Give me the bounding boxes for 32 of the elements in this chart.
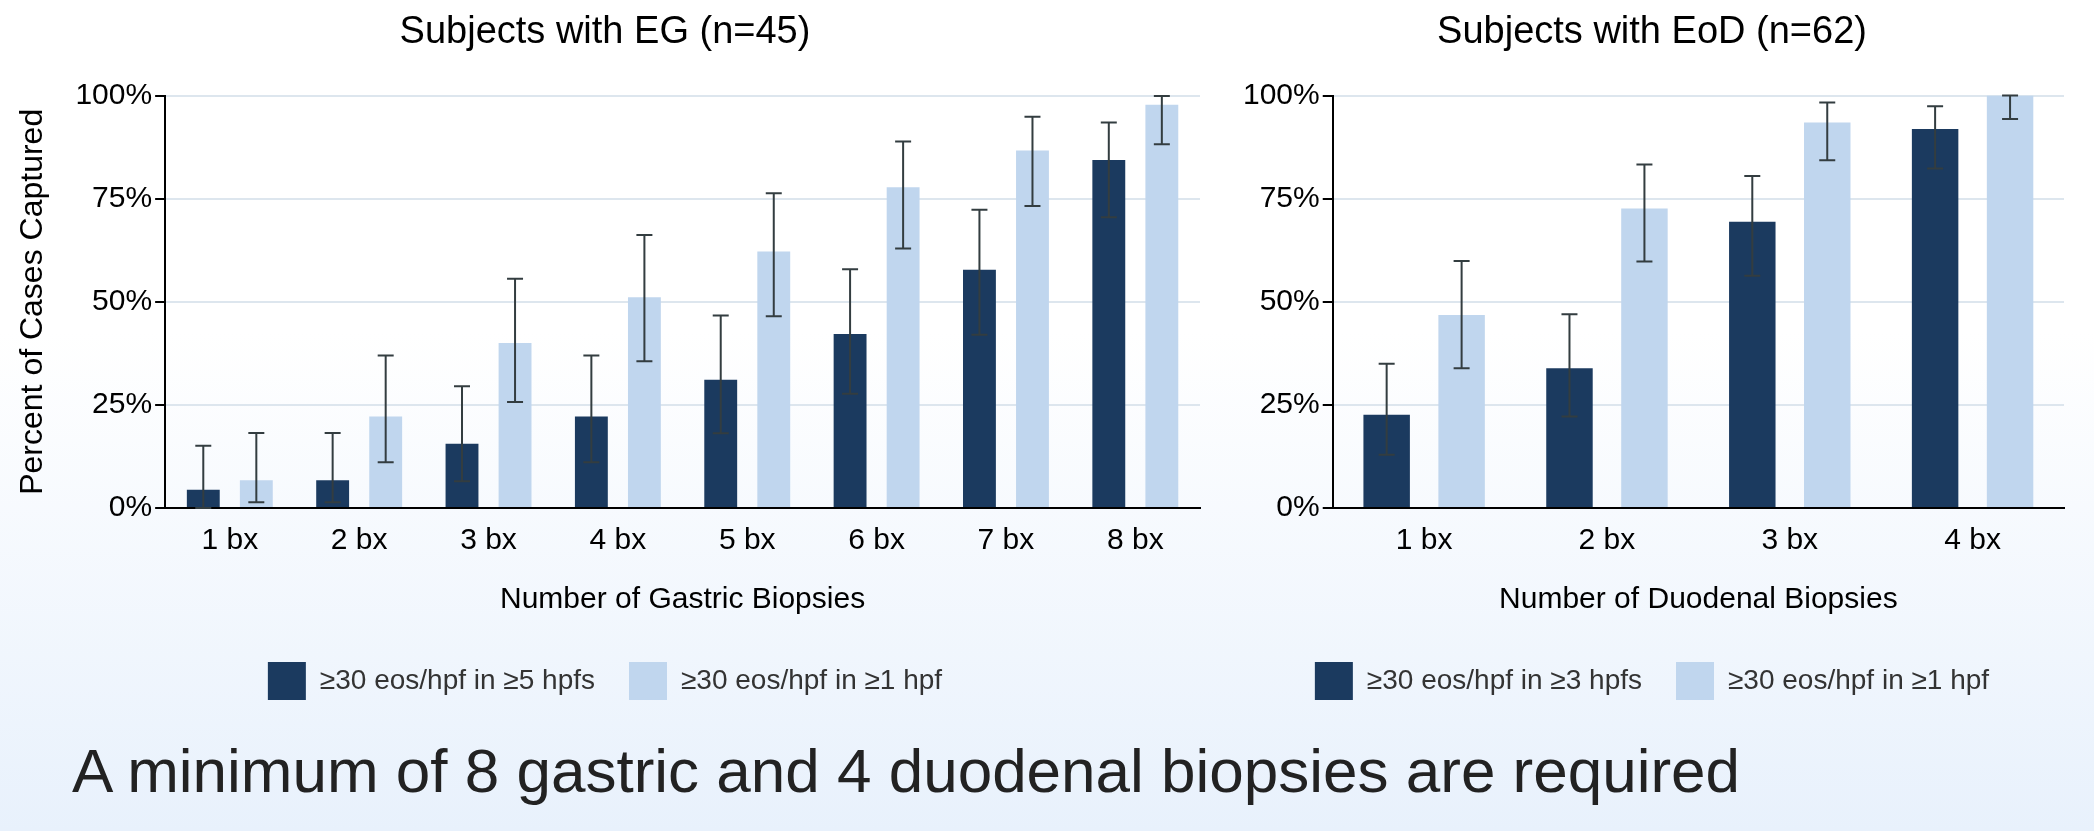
chart-title: Subjects with EoD (n=62) (1437, 9, 1867, 52)
x-tick-label: 8 bx (1106, 522, 1164, 556)
x-tick-label: 4 bx (589, 522, 647, 556)
x-tick-label: 1 bx (201, 522, 259, 556)
y-tick-label: 0% (1276, 489, 1320, 523)
y-tick-label: 100% (1242, 76, 1320, 110)
y-tick-label: 75% (1259, 179, 1320, 213)
x-tick-label: 7 bx (977, 522, 1035, 556)
y-tick-label: 75% (92, 179, 153, 213)
x-tick-label: 2 bx (330, 522, 388, 556)
x-axis-title: Number of Duodenal Biopsies (1499, 581, 1898, 615)
x-axis-title: Number of Gastric Biopsies (499, 581, 866, 615)
legend-label: ≥30 eos/hpf in ≥3 hpfs (1366, 663, 1643, 695)
x-tick-label: 3 bx (460, 522, 517, 556)
x-tick-label: 4 bx (1944, 522, 2001, 556)
legend-label: ≥30 eos/hpf in ≥5 hpfs (319, 663, 596, 695)
y-tick-label: 0% (108, 489, 153, 523)
legend-label: ≥30 eos/hpf in ≥1 hpf (681, 663, 943, 695)
x-tick-label: 6 bx (848, 522, 905, 556)
y-tick-label: 25% (92, 386, 153, 420)
chart-title: Subjects with EG (n=45) (399, 9, 811, 52)
x-tick-label: 2 bx (1578, 522, 1636, 556)
y-axis-title: Percent of Cases Captured (13, 108, 50, 495)
y-tick-label: 25% (1259, 386, 1320, 420)
legend-label: ≥30 eos/hpf in ≥1 hpf (1728, 663, 1990, 695)
x-tick-label: 5 bx (718, 522, 776, 556)
text: A minimum of 8 gastric and 4 duodenal biopsies are required (71, 735, 1741, 806)
x-tick-label: 1 bx (1395, 522, 1453, 556)
y-tick-label: 100% (75, 76, 153, 110)
y-tick-label: 50% (92, 283, 153, 317)
x-tick-label: 3 bx (1761, 522, 1819, 556)
y-tick-label: 50% (1259, 283, 1320, 317)
